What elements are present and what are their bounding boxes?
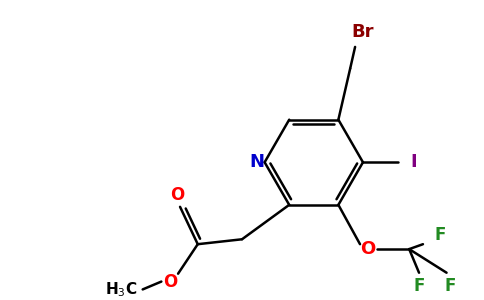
Text: F: F: [445, 278, 456, 296]
Text: O: O: [360, 240, 376, 258]
Text: F: F: [435, 226, 446, 244]
Text: F: F: [413, 278, 425, 296]
Text: I: I: [411, 153, 417, 171]
Text: H$_3$C: H$_3$C: [105, 280, 137, 299]
Text: O: O: [163, 273, 177, 291]
Text: O: O: [170, 186, 184, 204]
Text: Br: Br: [352, 23, 374, 41]
Text: N: N: [249, 153, 264, 171]
